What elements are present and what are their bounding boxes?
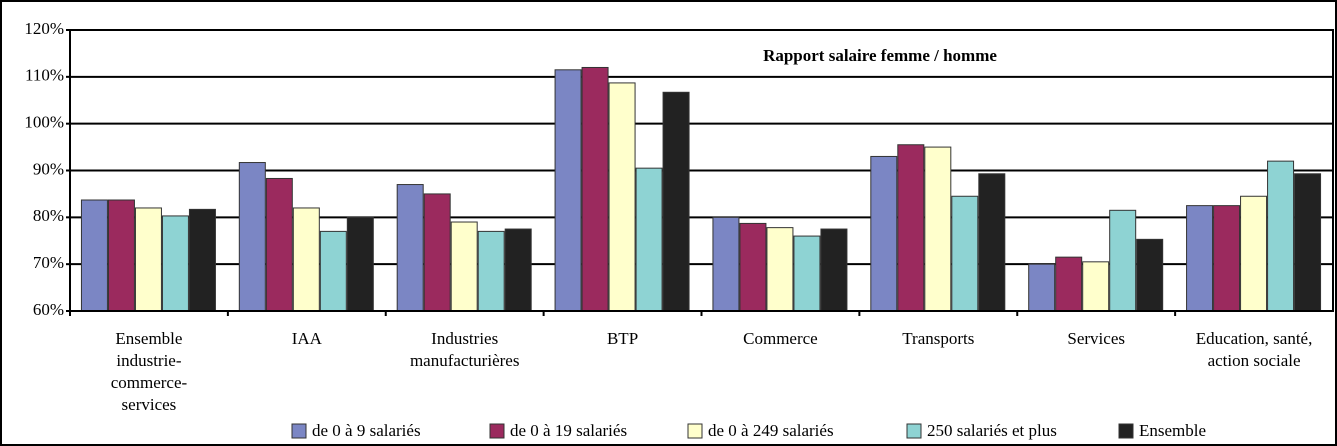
x-tick-label: Services — [1067, 329, 1125, 348]
bar — [662, 91, 690, 312]
bar — [319, 230, 347, 312]
bar — [739, 222, 767, 312]
bar — [477, 230, 505, 312]
bar — [396, 184, 424, 312]
y-tick-label: 60% — [33, 300, 64, 319]
bar — [1109, 209, 1137, 312]
bar — [107, 199, 135, 312]
bar — [292, 207, 320, 312]
x-tick-label: IAA — [291, 329, 322, 348]
bar — [951, 195, 979, 312]
y-tick-label: 70% — [33, 253, 64, 272]
x-tick-label: BTP — [606, 329, 639, 348]
legend-swatch — [1118, 423, 1134, 439]
plot-frame — [69, 29, 1334, 312]
bar — [423, 193, 451, 312]
bar — [924, 146, 952, 312]
y-tick-label: 110% — [25, 66, 64, 85]
bar — [635, 167, 663, 312]
x-tick-label: Transports — [902, 329, 975, 348]
bar — [870, 155, 898, 312]
bar — [978, 173, 1006, 312]
bar — [134, 207, 162, 312]
bar — [608, 82, 636, 312]
y-tick-label: 80% — [33, 206, 64, 225]
bar — [766, 227, 794, 312]
bar — [504, 228, 532, 312]
chart-title: Rapport salaire femme / homme — [763, 46, 997, 65]
bar — [1267, 160, 1295, 312]
bar — [554, 69, 582, 312]
bar — [1294, 173, 1322, 312]
legend-label: de 0 à 249 salariés — [708, 421, 834, 440]
legend-label: de 0 à 9 salariés — [312, 421, 421, 440]
legend-swatch — [687, 423, 703, 439]
bar — [80, 199, 108, 312]
y-tick-label: 120% — [24, 19, 64, 38]
bar — [1136, 238, 1164, 312]
bar — [238, 162, 266, 312]
bar — [1240, 195, 1268, 312]
bar — [1213, 205, 1241, 312]
legend-label: Ensemble — [1139, 421, 1206, 440]
legend-swatch — [906, 423, 922, 439]
bar — [581, 66, 609, 312]
legend-label: 250 salariés et plus — [927, 421, 1057, 440]
bar — [161, 215, 189, 312]
bar — [188, 208, 216, 312]
bar — [1082, 261, 1110, 312]
bar — [1186, 205, 1214, 312]
bar — [820, 228, 848, 312]
legend-swatch — [489, 423, 505, 439]
bar — [346, 216, 374, 312]
bar — [793, 235, 821, 312]
x-tick-label: Education, santé, action sociale — [1195, 329, 1313, 370]
bar — [897, 144, 925, 312]
y-tick-label: 90% — [33, 159, 64, 178]
x-tick-label: Commerce — [743, 329, 818, 348]
bar — [265, 177, 293, 312]
bar — [450, 221, 478, 312]
y-tick-label: 100% — [24, 113, 64, 132]
bar — [1028, 263, 1056, 312]
x-tick-label: Ensemble industrie-commerce-services — [110, 329, 188, 414]
legend-swatch — [291, 423, 307, 439]
bar — [712, 216, 740, 312]
bar — [1055, 256, 1083, 312]
x-tick-label: Industries manufacturières — [409, 329, 520, 370]
legend-label: de 0 à 19 salariés — [510, 421, 627, 440]
